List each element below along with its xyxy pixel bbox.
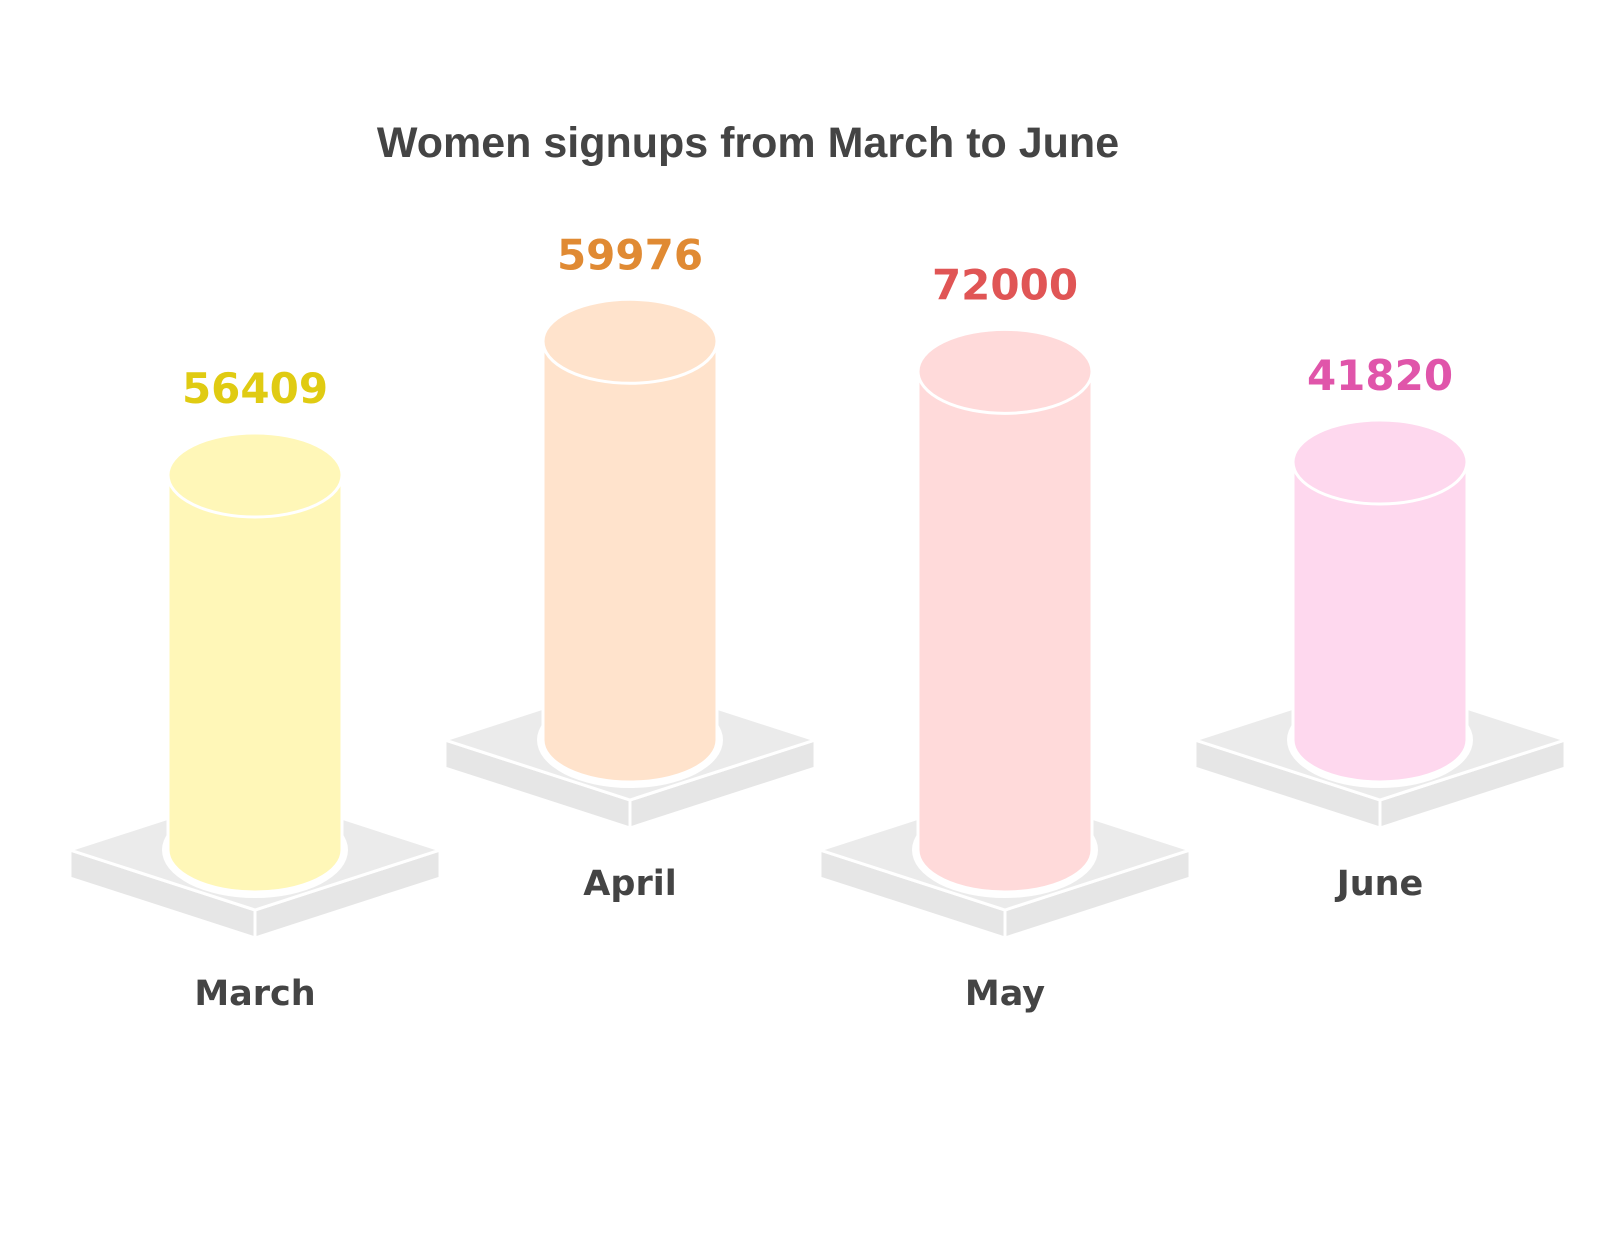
bar-group-june: 41820 June	[1190, 351, 1570, 904]
bar-top-june	[1291, 418, 1469, 506]
chart-title: Women signups from March to June	[377, 119, 1119, 167]
value-label-march: 56409	[182, 364, 328, 413]
bar-top-may	[916, 327, 1094, 415]
value-label-june: 41820	[1307, 351, 1453, 400]
bar-top-march	[166, 431, 344, 519]
bar-april	[541, 339, 719, 784]
bar-may	[916, 369, 1094, 894]
category-label-april: April	[583, 864, 676, 904]
category-label-june: June	[1335, 864, 1424, 904]
category-label-may: May	[965, 974, 1045, 1014]
bar-june	[1291, 460, 1469, 784]
bars-layer: 56409 March 59976 April 72000 May 41820 June	[65, 230, 1570, 1014]
bar-march	[166, 473, 344, 894]
bar-group-may: 72000 May	[815, 260, 1195, 1014]
value-label-may: 72000	[932, 260, 1078, 309]
value-label-april: 59976	[557, 230, 703, 279]
bar-group-april: 59976 April	[440, 230, 820, 904]
category-label-march: March	[194, 974, 315, 1014]
bar-group-march: 56409 March	[65, 364, 445, 1014]
bar-top-april	[541, 297, 719, 385]
